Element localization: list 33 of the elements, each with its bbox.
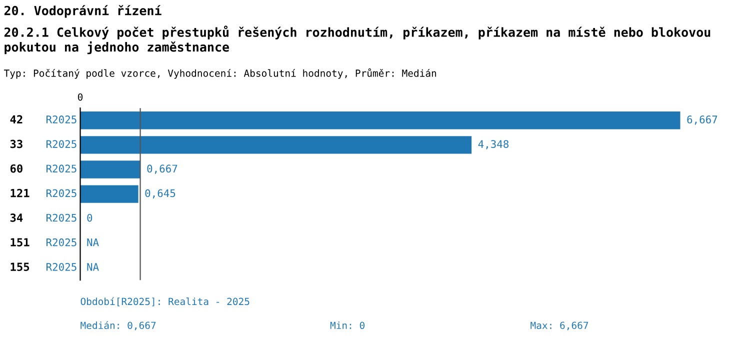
- text: Medián: 0,667: [80, 321, 156, 330]
- bar: [80, 160, 140, 178]
- text: Typ: Počítaný podle vzorce, Vyhodnocení: Absolutní hodnoty, Průměr: Medián: [4, 68, 436, 79]
- text: R2025: [46, 140, 76, 148]
- text: R2025: [46, 262, 76, 271]
- chart-title: 20. Vodoprávní řízení: [4, 5, 162, 18]
- data-label: 0,667: [147, 164, 178, 174]
- text: NA: [87, 238, 99, 246]
- data-label: 0,645: [145, 189, 176, 198]
- text: Max: 6,667: [530, 322, 588, 330]
- text: R2025: [46, 238, 76, 246]
- text: R2025: [46, 164, 76, 173]
- chart-subtitle: 20.2.1 Celkový počet přestupků řešených rozhodnutím, příkazem, příkazem na místě nebo blokovou pokutou na jednoho zaměstnance: [4, 26, 710, 54]
- y-tick-label: 151: [10, 238, 30, 246]
- y-tick-label: 33: [10, 140, 22, 148]
- bar: [80, 136, 472, 154]
- text: Min: 0: [330, 322, 364, 330]
- bar: [80, 185, 138, 203]
- text: R2025: [46, 189, 76, 198]
- y-tick-label: 42: [10, 115, 22, 124]
- data-label: 0: [87, 214, 92, 222]
- text: R2025: [46, 214, 76, 222]
- y-tick-label: 34: [10, 213, 23, 222]
- text: NA: [87, 263, 99, 271]
- data-label: 6,667: [687, 116, 718, 125]
- series-label: R2025: [46, 116, 76, 124]
- y-tick-label: 155: [10, 262, 30, 272]
- text: 0: [78, 93, 83, 101]
- bar: [80, 112, 680, 130]
- text: Období[R2025]: Realita - 2025: [80, 297, 250, 306]
- data-label: 4,348: [478, 140, 509, 150]
- y-tick-label: 121: [10, 188, 30, 198]
- y-tick-label: 60: [10, 164, 22, 173]
